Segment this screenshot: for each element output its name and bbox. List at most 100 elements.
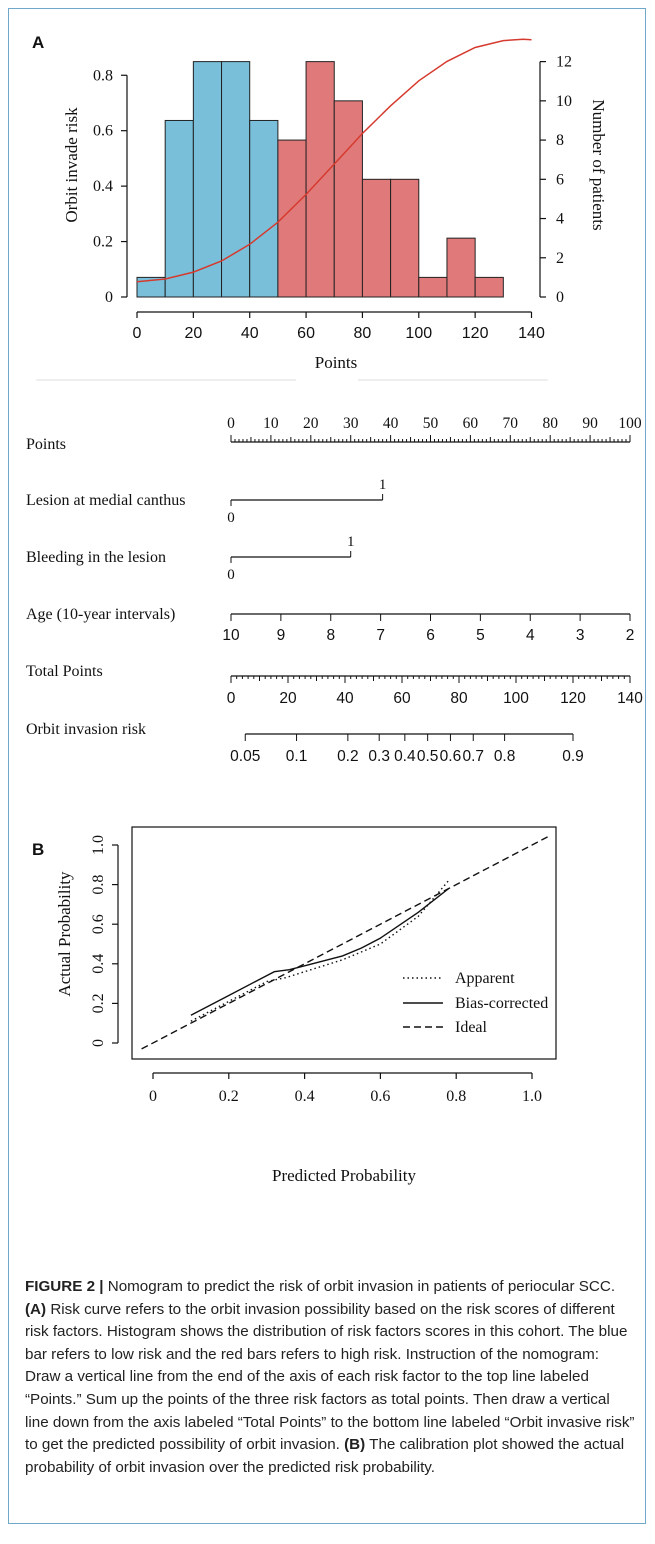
caption-figure-label: FIGURE 2 | [25, 1278, 104, 1295]
bleeding-tick-label-1: 1 [347, 534, 355, 550]
calibration-x-tick-label: 0.6 [370, 1088, 390, 1105]
age-tick-label: 3 [576, 627, 585, 644]
age-tick-label: 10 [222, 627, 240, 644]
calibration-x-tick-label: 0.2 [219, 1088, 239, 1105]
age-tick-label: 2 [626, 627, 635, 644]
calibration-y-axis-label: Actual Probability [55, 871, 74, 997]
histogram-left-y-axis-label: Orbit invade risk [62, 107, 81, 223]
orbit-risk-tick-label: 0.6 [440, 748, 462, 765]
histogram-right-y-tick-label: 2 [556, 250, 564, 267]
risk-histogram: 0 20 40 60 80 100 120 140 0 0.2 0.4 0.6 0.8 0 2 4 6 8 10 12 [93, 38, 572, 342]
calibration-y-tick-label: 0.8 [90, 875, 107, 895]
age-tick-label: 9 [277, 627, 286, 644]
risk-curve [136, 38, 532, 283]
calibration-x-tick-label: 0.8 [446, 1088, 466, 1105]
calibration-y-tick-label: 0.4 [90, 954, 107, 974]
orbit-risk-tick-label: 0.05 [230, 748, 260, 765]
calibration-y-tick-label: 1.0 [90, 835, 107, 855]
orbit-risk-tick-label: 0.7 [462, 748, 484, 765]
points-tick-label: 20 [303, 415, 319, 432]
calibration-y-tick-label: 0.6 [90, 914, 107, 934]
orbit-risk-tick-label: 0.8 [494, 748, 516, 765]
calibration-x-tick-label: 0 [149, 1088, 157, 1105]
caption-panel-a-text: Risk curve refers to the orbit invasion … [25, 1300, 635, 1454]
panel-b-label: B [32, 840, 44, 859]
total-points-tick-label: 80 [450, 690, 468, 707]
age-tick-label: 7 [376, 627, 385, 644]
lesion-tick-label-1: 1 [379, 477, 387, 493]
points-tick-label: 40 [383, 415, 399, 432]
total-points-tick-label: 120 [560, 690, 586, 707]
calibration-series-bias-corrected [190, 888, 450, 1016]
calibration-y-tick-label: 0 [90, 1039, 107, 1047]
calibration-plot-frame [131, 826, 557, 1060]
histogram-bar-80-90 [361, 178, 392, 298]
histogram-bar-40-50 [249, 119, 279, 298]
histogram-bar-20-30 [192, 61, 223, 298]
orbit-risk-tick-label: 0.2 [337, 748, 359, 765]
histogram-right-y-tick-label: 12 [556, 54, 572, 71]
figure-caption: FIGURE 2 | Nomogram to predict the risk … [25, 1276, 635, 1479]
total-points-tick-label: 0 [227, 690, 236, 707]
histogram-bar-30-40 [221, 61, 251, 298]
histogram-x-axis-label: Points [315, 353, 358, 372]
calibration-y-tick-label: 0.2 [90, 993, 107, 1013]
calibration-plot: 0 0.2 0.4 0.6 0.8 1.0 0 0.2 0.4 0.6 0.8 1.0 Apparent… [90, 826, 557, 1105]
age-tick-label: 4 [526, 627, 535, 644]
histogram-left-y-tick-label: 0 [105, 289, 113, 306]
points-tick-label: 60 [463, 415, 479, 432]
legend-label: Apparent [455, 970, 515, 987]
histogram-x-tick-label: 40 [241, 325, 259, 342]
caption-panel-b-text: The calibration plot showed the actual p… [25, 1436, 625, 1476]
histogram-right-y-tick-label: 6 [556, 171, 564, 188]
total-points-tick-label: 100 [503, 690, 529, 707]
orbit-risk-tick-label: 0.1 [286, 748, 308, 765]
nomogram: Points Lesion at medial canthus Bleeding i… [26, 415, 643, 765]
histogram-bar-10-20 [164, 119, 194, 298]
calibration-series-ideal [141, 834, 552, 1050]
legend-label: Bias-corrected [455, 995, 548, 1012]
orbit-risk-tick-label: 0.4 [394, 748, 416, 765]
histogram-bar-110-120 [446, 237, 476, 298]
points-tick-label: 0 [227, 415, 235, 432]
points-tick-label: 80 [542, 415, 558, 432]
caption-panel-b-label: (B) [344, 1436, 366, 1454]
age-tick-label: 8 [326, 627, 335, 644]
bleeding-tick-label-0: 0 [227, 567, 235, 583]
histogram-bar-120-130 [474, 276, 504, 298]
points-tick-label: 90 [582, 415, 598, 432]
histogram-right-y-tick-label: 10 [556, 93, 572, 110]
lesion-tick-label-0: 0 [227, 510, 235, 526]
caption-panel-a-label: (A) [25, 1300, 47, 1318]
histogram-x-tick-label: 60 [297, 325, 315, 342]
histogram-x-tick-label: 80 [354, 325, 372, 342]
calibration-x-tick-label: 0.4 [295, 1088, 315, 1105]
orbit-risk-tick-label: 0.5 [417, 748, 439, 765]
points-tick-label: 70 [503, 415, 519, 432]
points-tick-label: 100 [618, 415, 642, 432]
histogram-right-y-axis-label: Number of patients [589, 99, 608, 230]
age-tick-label: 5 [476, 627, 485, 644]
caption-intro: Nomogram to predict the risk of orbit in… [103, 1278, 616, 1295]
nomogram-row-label: Orbit invasion risk [26, 721, 146, 738]
histogram-x-tick-label: 100 [405, 325, 432, 342]
histogram-right-y-tick-label: 8 [556, 132, 564, 149]
total-points-tick-label: 140 [617, 690, 643, 707]
age-tick-label: 6 [426, 627, 435, 644]
total-points-tick-label: 40 [336, 690, 354, 707]
legend-label: Ideal [455, 1019, 488, 1036]
histogram-x-tick-label: 0 [133, 325, 142, 342]
nomogram-row-label: Lesion at medial canthus [26, 492, 186, 509]
histogram-left-y-tick-label: 0.6 [93, 123, 113, 140]
panel-a-label: A [32, 33, 44, 52]
histogram-left-y-tick-label: 0.8 [93, 67, 113, 84]
histogram-bar-100-110 [418, 276, 448, 298]
histogram-bar-90-100 [390, 178, 420, 298]
calibration-x-tick-label: 1.0 [522, 1088, 542, 1105]
calibration-series-apparent [190, 880, 450, 1022]
orbit-risk-tick-label: 0.9 [562, 748, 584, 765]
nomogram-row-label: Total Points [26, 663, 103, 680]
total-points-tick-label: 60 [393, 690, 411, 707]
nomogram-row-label: Points [26, 436, 66, 453]
points-tick-label: 30 [343, 415, 359, 432]
